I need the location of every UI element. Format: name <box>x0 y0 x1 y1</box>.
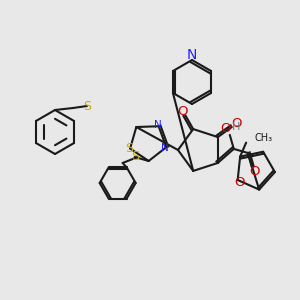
Text: N: N <box>187 48 197 62</box>
Text: N: N <box>161 143 169 153</box>
Text: O: O <box>232 117 242 130</box>
Text: S: S <box>125 142 133 155</box>
Text: S: S <box>83 100 91 112</box>
Text: O: O <box>234 176 245 188</box>
Text: O: O <box>177 105 188 118</box>
Text: O: O <box>220 122 231 135</box>
Text: O: O <box>250 165 260 178</box>
Text: N: N <box>154 120 161 130</box>
Text: CH₃: CH₃ <box>254 133 272 142</box>
Text: H: H <box>232 122 240 132</box>
Text: S: S <box>131 151 139 164</box>
